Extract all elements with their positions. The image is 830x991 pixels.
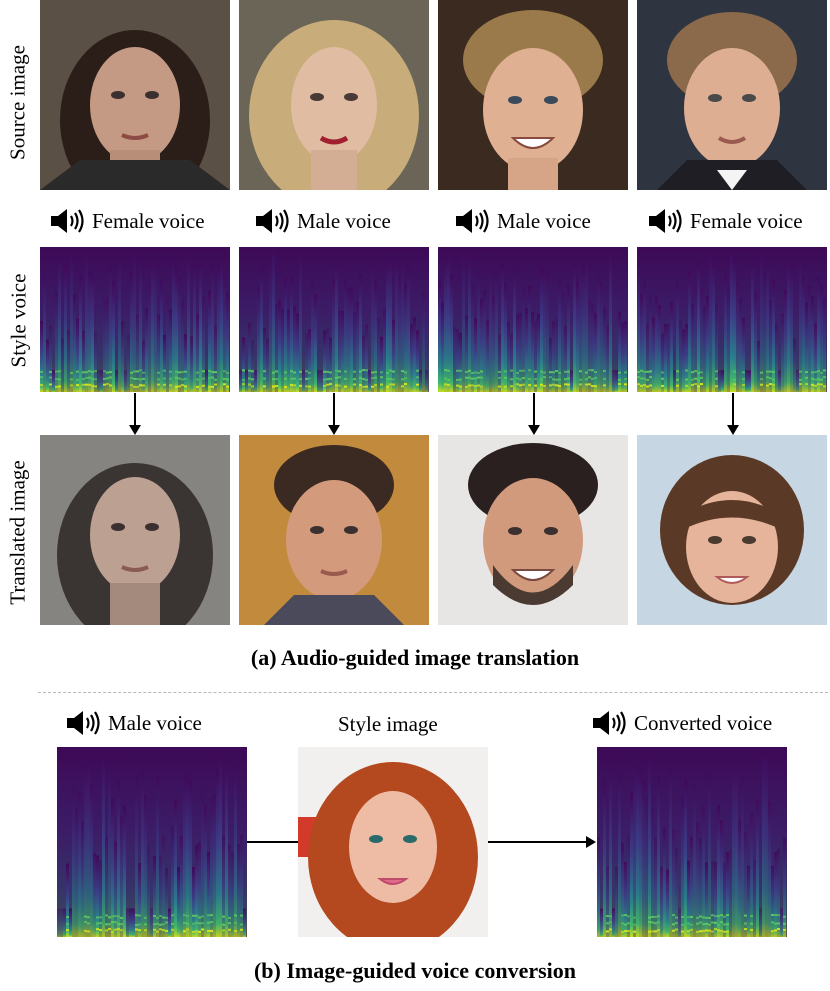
row-label-style: Style voice	[6, 273, 31, 368]
style-image	[298, 747, 488, 937]
style-spectrogram-3	[438, 247, 628, 392]
source-image-1	[40, 0, 230, 190]
arrow-down-4	[727, 393, 739, 435]
arrow-down-3	[528, 393, 540, 435]
style-spectrogram-4	[637, 247, 827, 392]
voice-label-text: Converted voice	[634, 710, 773, 735]
input-voice-label: Male voice	[66, 710, 202, 736]
style-spectrogram-2	[239, 247, 429, 392]
row-label-source: Source image	[5, 45, 30, 160]
style-voice-label-4: Female voice	[648, 208, 803, 234]
speaker-icon	[455, 208, 491, 234]
speaker-icon	[648, 208, 684, 234]
arrow-down-1	[129, 393, 141, 435]
arrow-right	[488, 836, 596, 848]
caption-a: (a) Audio-guided image translation	[250, 645, 580, 670]
input-spectrogram	[57, 747, 247, 937]
caption-b: (b) Image-guided voice conversion	[253, 958, 577, 983]
row-label-translated: Translated image	[5, 460, 30, 605]
style-image-label: Style image	[338, 712, 438, 736]
speaker-icon	[255, 208, 291, 234]
connector-line	[247, 841, 298, 843]
translated-image-1	[40, 435, 230, 625]
converted-spectrogram	[597, 747, 787, 937]
translated-image-4	[637, 435, 827, 625]
speaker-icon	[592, 710, 628, 736]
source-image-2	[239, 0, 429, 190]
voice-label-text: Male voice	[108, 710, 202, 735]
arrow-down-2	[328, 393, 340, 435]
source-image-4	[637, 0, 827, 190]
speaker-icon	[66, 710, 102, 736]
voice-label-text: Female voice	[92, 208, 205, 233]
translated-image-2	[239, 435, 429, 625]
style-voice-label-3: Male voice	[455, 208, 591, 234]
source-image-3	[438, 0, 628, 190]
translated-image-3	[438, 435, 628, 625]
voice-label-text: Male voice	[497, 208, 591, 233]
speaker-icon	[50, 208, 86, 234]
output-voice-label: Converted voice	[592, 710, 772, 736]
voice-label-text: Female voice	[690, 208, 803, 233]
style-voice-label-1: Female voice	[50, 208, 205, 234]
voice-label-text: Male voice	[297, 208, 391, 233]
style-spectrogram-1	[40, 247, 230, 392]
style-voice-label-2: Male voice	[255, 208, 391, 234]
section-divider	[38, 692, 828, 693]
